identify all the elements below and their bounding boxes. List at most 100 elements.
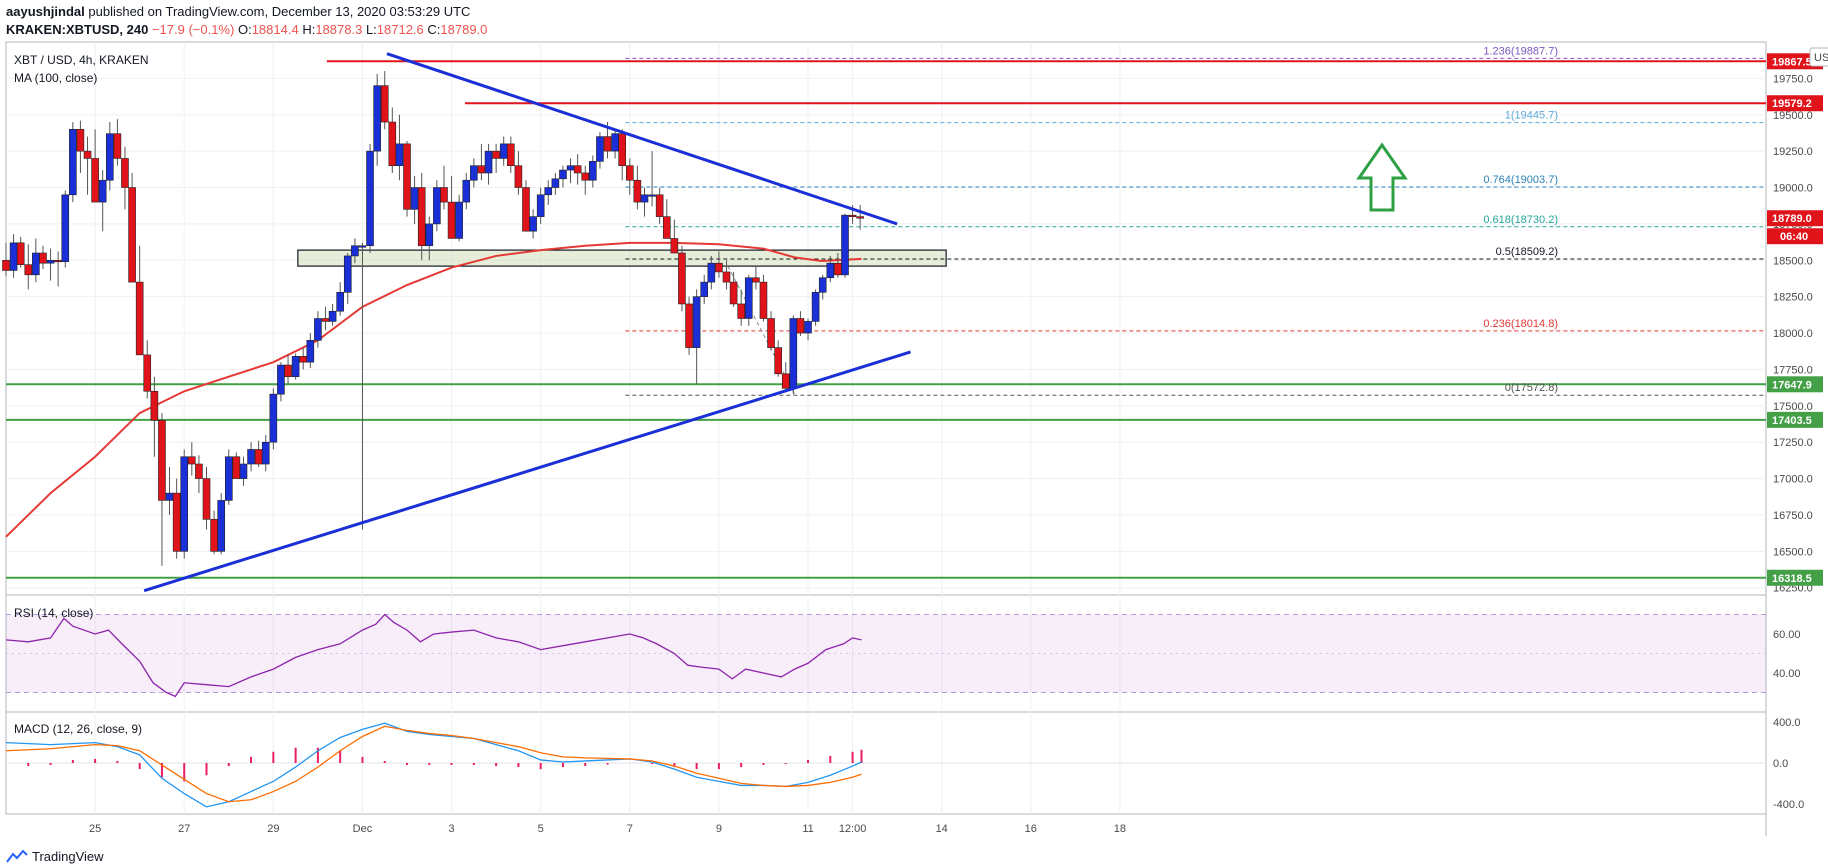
rsi-tick-label: 60.00	[1773, 629, 1801, 641]
fib-level-label: 0.764(19003.7)	[1483, 174, 1558, 186]
candle-down	[834, 262, 842, 276]
l-label: L:	[365, 22, 377, 37]
candle-up	[433, 187, 441, 225]
candle-down	[2, 259, 10, 271]
symbol-label: KRAKEN:XBTUSD, 240	[6, 22, 149, 37]
candle-up	[224, 456, 233, 501]
currency-button[interactable]	[1809, 47, 1828, 67]
candle-up	[69, 129, 77, 196]
l-value: 18712.6	[376, 22, 424, 37]
candle-down	[447, 201, 456, 239]
candle-up	[291, 356, 300, 378]
candle-up	[61, 194, 70, 263]
level-price-label: 17403.5	[1772, 415, 1812, 427]
publish-info: aayushjindal published on TradingView.co…	[6, 4, 470, 19]
rsi-line	[5, 613, 862, 698]
candle-down	[128, 187, 136, 283]
price-tick-label: 17250.0	[1773, 437, 1813, 449]
candle-down	[113, 133, 122, 159]
candle-up	[700, 281, 709, 297]
trendline-descending-resistance	[386, 52, 898, 226]
macd-tick-label: -400.0	[1773, 799, 1804, 811]
candle-up	[351, 245, 359, 257]
target-arrow-group	[1356, 142, 1408, 212]
price-tick-label: 17000.0	[1773, 474, 1813, 486]
time-tick-label: 3	[449, 823, 455, 835]
level-price-tag	[1767, 376, 1823, 393]
candle-down	[618, 133, 627, 166]
candle-up	[336, 292, 344, 312]
candle-down	[715, 262, 723, 273]
candle-down	[403, 143, 411, 210]
candle-up	[611, 133, 619, 152]
candle-up	[566, 165, 575, 171]
candle-down	[188, 456, 196, 465]
candle-down	[603, 136, 612, 152]
time-tick-label: 18	[1114, 823, 1126, 835]
candle-down	[380, 85, 389, 123]
candle-up	[826, 262, 835, 279]
macd-group	[5, 722, 1766, 808]
candle-down	[781, 373, 790, 389]
up-arrow-icon	[1356, 142, 1408, 212]
price-tick-label: 16500.0	[1773, 546, 1813, 558]
price-tick-label: 19250.0	[1773, 146, 1813, 158]
candle-down	[158, 420, 166, 501]
candle-up	[358, 245, 367, 248]
candle-up	[410, 187, 419, 210]
time-tick-label: 11	[802, 823, 813, 835]
support-zone-group	[297, 249, 947, 267]
candle-up	[789, 318, 798, 389]
c-label: C:	[427, 22, 441, 37]
level-price-label: 16318.5	[1772, 573, 1812, 585]
fib-level-label: 0(17572.8)	[1505, 382, 1558, 394]
candle-down	[670, 238, 679, 254]
macd-legend: MACD (12, 26, close, 9)	[14, 722, 142, 736]
candle-down	[83, 150, 92, 159]
support-zone-box	[297, 249, 947, 267]
candle-down	[848, 214, 857, 217]
candle-up	[559, 169, 567, 180]
fib-level-label: 0.618(18730.2)	[1483, 214, 1558, 226]
candle-up	[640, 194, 649, 203]
candle-up	[277, 364, 285, 395]
candle-up	[165, 492, 174, 501]
candle-down	[76, 129, 85, 152]
candle-down	[492, 150, 500, 159]
level-price-label: 17647.9	[1772, 379, 1812, 391]
fib-level-label: 1.236(19887.7)	[1483, 45, 1558, 57]
time-tick-label: 25	[89, 823, 101, 835]
price-tick-label: 17500.0	[1773, 401, 1813, 413]
candle-up	[106, 133, 114, 181]
candle-up	[46, 259, 55, 264]
candle-down	[39, 252, 47, 264]
candle-up	[596, 136, 604, 162]
candles-group	[2, 71, 864, 566]
candle-down	[774, 347, 782, 375]
candle-down	[729, 281, 738, 305]
candle-up	[470, 165, 478, 181]
level-price-tag	[1767, 95, 1823, 112]
candle-down	[625, 165, 634, 181]
price-tick-label: 19500.0	[1773, 110, 1813, 122]
last-price-tag	[1767, 210, 1823, 227]
price-tick-label: 18500.0	[1773, 255, 1813, 267]
axes-group: 25 27 29 Dec 3 5 7 9 11 12:00 14 16 18 19750.0 19500.0…	[89, 73, 1813, 835]
candle-up	[589, 161, 597, 181]
candle-down	[477, 165, 486, 174]
candle-up	[366, 150, 374, 247]
candle-up	[180, 456, 189, 552]
author-name[interactable]: aayushjindal	[6, 4, 85, 19]
footer: TradingView	[6, 849, 104, 864]
candle-down	[172, 492, 181, 552]
level-price-label: 19867.5	[1772, 56, 1812, 68]
time-tick-label: 12:00	[839, 823, 867, 835]
footer-brand[interactable]: TradingView	[32, 849, 104, 864]
candle-up	[395, 143, 404, 166]
rsi-band-fill	[6, 614, 1766, 693]
candle-down	[440, 187, 448, 203]
candle-up	[455, 201, 463, 239]
h-value: 18878.3	[315, 22, 363, 37]
candle-down	[514, 165, 523, 188]
